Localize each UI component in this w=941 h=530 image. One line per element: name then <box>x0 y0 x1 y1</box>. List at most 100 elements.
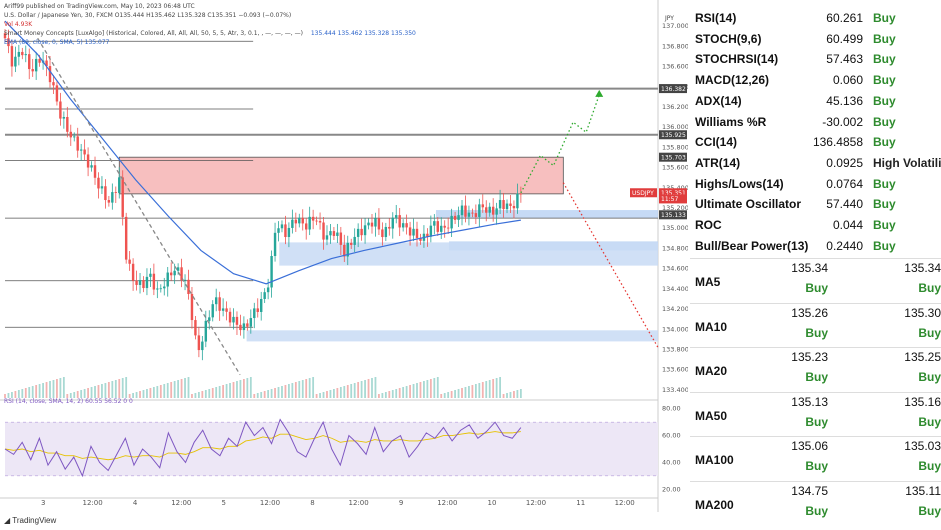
volume-bar <box>253 394 256 398</box>
ma-exp-action: Buy <box>918 281 941 295</box>
indicator-row: Highs/Lows(14) 0.0764 Buy <box>690 174 941 194</box>
indicator-value: 0.060 <box>832 73 863 88</box>
volume-bar <box>322 392 325 398</box>
ma-exp-value: 135.25 <box>904 350 941 364</box>
price-chart[interactable]: 137.000136.800136.600136.400136.200136.0… <box>0 0 688 530</box>
candle-body <box>280 224 284 229</box>
volume-bar <box>31 386 34 398</box>
volume-bar <box>215 387 218 398</box>
candle-body <box>169 272 173 276</box>
price-label-text: 135.925 <box>661 132 686 139</box>
candle-body <box>315 220 318 222</box>
ema-line: EMA (89, close, 0, SMA, 5) 135.077 <box>4 39 110 46</box>
ma-name: MA200 <box>695 497 734 512</box>
time-tick-label: 8 <box>310 499 314 507</box>
candle-body <box>415 228 419 238</box>
time-tick-label: 12:00 <box>171 499 191 507</box>
candle-body <box>225 308 228 312</box>
volume-bar <box>197 392 200 398</box>
volume-bar <box>236 381 238 398</box>
volume-bar <box>419 382 422 398</box>
volume-bar <box>163 384 166 398</box>
rsi-tick-label: 80.00 <box>662 405 681 413</box>
ma-row: MA5 135.34 Buy 135.34 Buy <box>690 258 941 303</box>
volume-bar <box>239 380 242 398</box>
indicator-row: ATR(14) 0.0925 High Volatility <box>690 153 941 173</box>
ma-row: MA100 135.06 Buy 135.03 Buy <box>690 436 941 481</box>
candle-body <box>356 228 360 237</box>
volume-bar <box>83 389 86 398</box>
volume-bar <box>21 389 24 398</box>
price-tick-label: 134.000 <box>662 325 688 333</box>
time-tick-label: 10 <box>488 499 497 507</box>
symbol-line: U.S. Dollar / Japanese Yen, 30, FXCM O13… <box>4 12 292 19</box>
price-tick-label: 134.200 <box>662 305 688 313</box>
volume-bar <box>180 379 183 398</box>
price-tick-label: 137.000 <box>662 22 688 30</box>
volume-bar <box>249 377 252 398</box>
candle-body <box>516 193 519 209</box>
volume-bar <box>142 390 145 398</box>
ma-name: MA10 <box>695 319 728 334</box>
candle-body <box>183 279 187 281</box>
volume-bar <box>513 391 515 398</box>
indicator-name: RSI(14) <box>695 11 737 25</box>
candle-body <box>256 308 259 312</box>
candle-body <box>367 222 370 226</box>
candle-body <box>59 101 62 119</box>
volume-bar <box>87 388 89 398</box>
volume-bar <box>118 379 121 398</box>
volume-bar <box>152 387 155 398</box>
rsi-tick-label: 20.00 <box>662 485 681 493</box>
candle-body <box>55 85 59 102</box>
volume-bar <box>45 382 48 398</box>
candle-body <box>360 228 363 236</box>
candle-body <box>519 193 523 195</box>
volume-bar <box>360 381 363 398</box>
volume-bar <box>38 384 41 398</box>
volume-bar <box>426 380 429 398</box>
volume-bar <box>66 394 69 398</box>
projection-gray-dashed <box>37 37 241 376</box>
volume-bar <box>4 394 6 398</box>
price-tick-label: 135.000 <box>662 224 688 232</box>
volume-bar <box>222 385 225 398</box>
volume-bar <box>277 387 280 398</box>
volume-bar <box>229 383 231 398</box>
indicator-row: Ultimate Oscillator 57.440 Buy <box>690 194 941 214</box>
volume-bar <box>329 390 332 398</box>
candle-body <box>259 298 263 312</box>
volume-bar <box>69 393 72 398</box>
candle-body <box>263 292 266 299</box>
candle-body <box>408 227 412 236</box>
volume-bar <box>485 381 488 398</box>
candle-body <box>235 316 239 325</box>
candle-body <box>332 231 336 236</box>
candle-body <box>187 279 190 295</box>
candle-body <box>111 192 114 203</box>
price-label-box <box>659 130 687 140</box>
candle-body <box>86 154 90 168</box>
indicator-name: Ultimate Oscillator <box>695 197 802 212</box>
candle-body <box>395 215 398 218</box>
candle-body <box>353 236 356 245</box>
price-label-box <box>659 210 687 220</box>
candle-body <box>270 256 273 288</box>
indicator-name: MACD(12,26) <box>695 73 770 88</box>
volume-bar <box>187 377 190 398</box>
chart-area[interactable]: 137.000136.800136.600136.400136.200136.0… <box>0 0 688 530</box>
time-tick-label: 12:00 <box>83 499 103 507</box>
time-tick-label: 12:00 <box>349 499 369 507</box>
volume-bar <box>371 378 373 398</box>
candle-body <box>159 288 163 290</box>
volume-bar <box>447 392 450 398</box>
volume-bar <box>111 381 114 398</box>
indicator-value: 136.4858 <box>812 135 863 150</box>
indicator-value: 57.440 <box>826 197 863 212</box>
volume-bar <box>173 381 176 398</box>
volume-bar <box>443 393 446 398</box>
volume-bar <box>405 386 408 398</box>
indicator-action: Buy <box>873 218 896 232</box>
candle-body <box>173 270 176 276</box>
volume-bar <box>343 386 346 398</box>
